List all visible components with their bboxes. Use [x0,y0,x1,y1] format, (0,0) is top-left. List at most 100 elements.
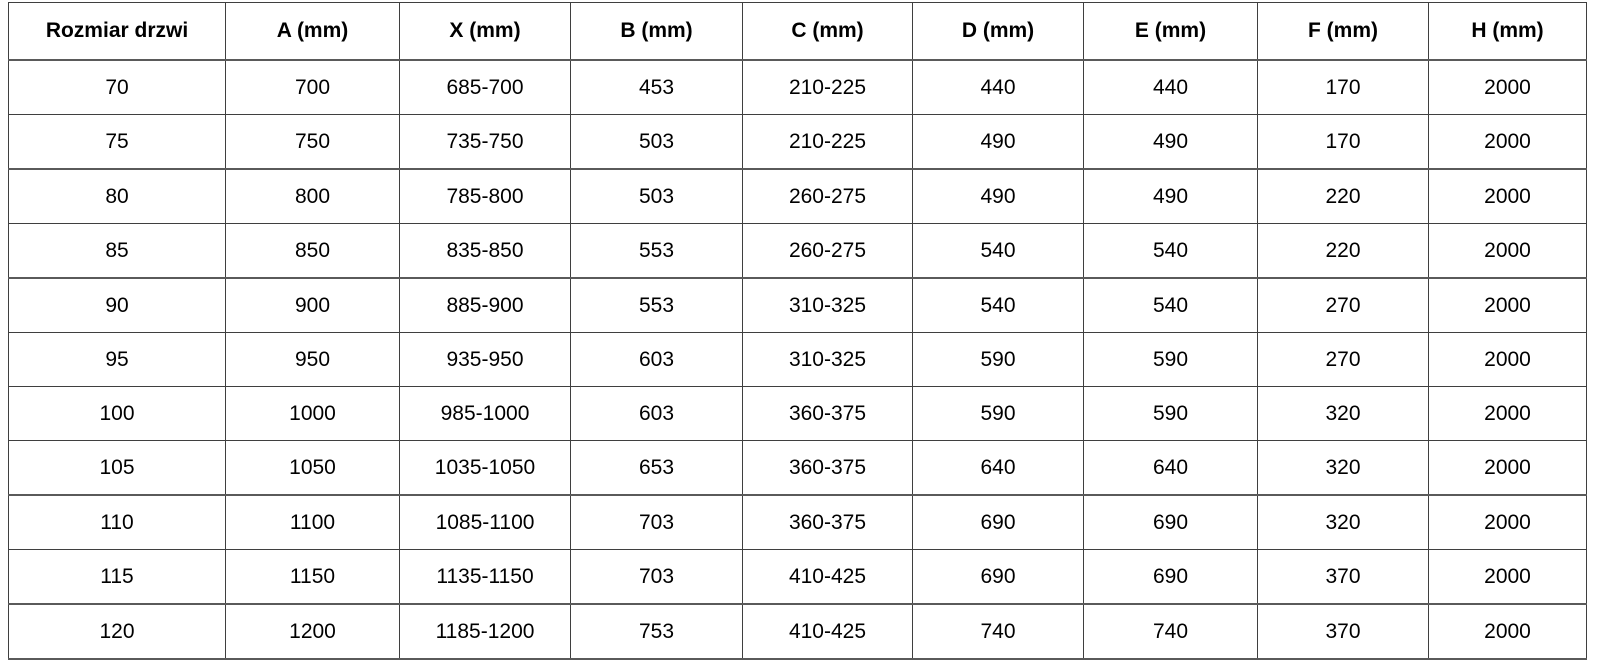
cell-b: 653 [570,440,743,496]
cell-h: 2000 [1428,114,1587,170]
cell-d: 640 [912,440,1084,496]
column-header-x: X (mm) [399,2,571,61]
cell-h: 2000 [1428,494,1587,550]
cell-rozmiar-drzwi: 120 [8,603,226,660]
table-row: 95 950 935-950 603 310-325 590 590 270 2… [8,332,1587,387]
cell-rozmiar-drzwi: 90 [8,277,226,333]
cell-e: 590 [1083,386,1258,441]
cell-x: 985-1000 [399,386,571,441]
cell-e: 440 [1083,59,1258,115]
cell-f: 370 [1257,549,1429,605]
cell-f: 170 [1257,59,1429,115]
cell-a: 1050 [225,440,400,496]
cell-a: 1200 [225,603,400,660]
cell-rozmiar-drzwi: 105 [8,440,226,496]
cell-c: 310-325 [742,277,913,333]
table-row: 100 1000 985-1000 603 360-375 590 590 32… [8,386,1587,441]
cell-e: 690 [1083,494,1258,550]
header-row: Rozmiar drzwi A (mm) X (mm) B (mm) C (mm… [8,2,1587,61]
table-row: 90 900 885-900 553 310-325 540 540 270 2… [8,277,1587,333]
table-row: 120 1200 1185-1200 753 410-425 740 740 3… [8,603,1587,660]
cell-f: 220 [1257,223,1429,279]
cell-c: 360-375 [742,386,913,441]
cell-d: 440 [912,59,1084,115]
cell-c: 210-225 [742,59,913,115]
cell-h: 2000 [1428,168,1587,224]
cell-h: 2000 [1428,59,1587,115]
cell-d: 490 [912,114,1084,170]
cell-b: 553 [570,223,743,279]
cell-b: 753 [570,603,743,660]
cell-rozmiar-drzwi: 75 [8,114,226,170]
cell-x: 885-900 [399,277,571,333]
cell-d: 740 [912,603,1084,660]
cell-rozmiar-drzwi: 110 [8,494,226,550]
cell-f: 370 [1257,603,1429,660]
table-row: 85 850 835-850 553 260-275 540 540 220 2… [8,223,1587,279]
cell-h: 2000 [1428,440,1587,496]
cell-d: 690 [912,494,1084,550]
cell-b: 703 [570,494,743,550]
cell-b: 453 [570,59,743,115]
column-header-b: B (mm) [570,2,743,61]
cell-a: 1150 [225,549,400,605]
cell-a: 900 [225,277,400,333]
cell-e: 740 [1083,603,1258,660]
cell-e: 490 [1083,114,1258,170]
cell-f: 220 [1257,168,1429,224]
table-body: 70 700 685-700 453 210-225 440 440 170 2… [8,59,1587,660]
cell-a: 700 [225,59,400,115]
cell-e: 490 [1083,168,1258,224]
cell-b: 603 [570,332,743,387]
table-row: 70 700 685-700 453 210-225 440 440 170 2… [8,59,1587,115]
table-row: 105 1050 1035-1050 653 360-375 640 640 3… [8,440,1587,496]
cell-a: 1100 [225,494,400,550]
cell-x: 1085-1100 [399,494,571,550]
cell-b: 503 [570,114,743,170]
cell-h: 2000 [1428,277,1587,333]
cell-c: 360-375 [742,440,913,496]
cell-h: 2000 [1428,603,1587,660]
cell-b: 503 [570,168,743,224]
table-row: 80 800 785-800 503 260-275 490 490 220 2… [8,168,1587,224]
cell-d: 490 [912,168,1084,224]
cell-c: 210-225 [742,114,913,170]
cell-a: 1000 [225,386,400,441]
column-header-f: F (mm) [1257,2,1429,61]
cell-e: 590 [1083,332,1258,387]
table-row: 115 1150 1135-1150 703 410-425 690 690 3… [8,549,1587,605]
cell-c: 410-425 [742,549,913,605]
cell-c: 310-325 [742,332,913,387]
cell-f: 320 [1257,440,1429,496]
cell-rozmiar-drzwi: 100 [8,386,226,441]
cell-a: 850 [225,223,400,279]
cell-h: 2000 [1428,549,1587,605]
cell-b: 703 [570,549,743,605]
cell-b: 603 [570,386,743,441]
table-row: 110 1100 1085-1100 703 360-375 690 690 3… [8,494,1587,550]
cell-b: 553 [570,277,743,333]
cell-e: 690 [1083,549,1258,605]
cell-a: 750 [225,114,400,170]
table-header: Rozmiar drzwi A (mm) X (mm) B (mm) C (mm… [8,2,1587,61]
cell-a: 800 [225,168,400,224]
cell-h: 2000 [1428,386,1587,441]
cell-d: 590 [912,386,1084,441]
cell-c: 260-275 [742,223,913,279]
cell-e: 640 [1083,440,1258,496]
cell-x: 935-950 [399,332,571,387]
cell-rozmiar-drzwi: 115 [8,549,226,605]
cell-c: 360-375 [742,494,913,550]
cell-c: 410-425 [742,603,913,660]
column-header-rozmiar-drzwi: Rozmiar drzwi [8,2,226,61]
cell-x: 1185-1200 [399,603,571,660]
cell-x: 1035-1050 [399,440,571,496]
cell-f: 170 [1257,114,1429,170]
cell-f: 320 [1257,494,1429,550]
column-header-d: D (mm) [912,2,1084,61]
cell-c: 260-275 [742,168,913,224]
cell-f: 320 [1257,386,1429,441]
column-header-c: C (mm) [742,2,913,61]
cell-x: 785-800 [399,168,571,224]
